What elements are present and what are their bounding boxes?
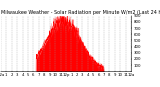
Text: Milwaukee Weather - Solar Radiation per Minute W/m2 (Last 24 Hours): Milwaukee Weather - Solar Radiation per … [1, 10, 160, 15]
